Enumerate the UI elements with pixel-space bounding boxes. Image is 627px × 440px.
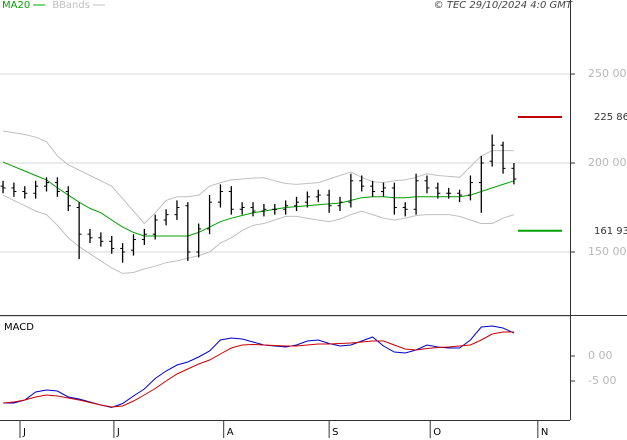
x-tick-label: S xyxy=(332,427,338,438)
legend-label: MA20 xyxy=(2,0,30,11)
macd-line xyxy=(3,325,515,409)
macd-line xyxy=(2,331,514,408)
y-tick-label: 250 00 xyxy=(588,67,627,80)
level-label: 161 93 xyxy=(594,226,627,237)
x-tick-label: O xyxy=(433,427,441,438)
y-tick-label: 200 00 xyxy=(588,156,627,169)
y-tick-label: 150 00 xyxy=(588,245,627,258)
ma-line xyxy=(2,161,515,237)
level-label: 225 86 xyxy=(594,112,627,123)
y-tick-label: -5 00 xyxy=(588,374,616,387)
legend-label: BBands xyxy=(52,0,90,11)
x-tick-label: J xyxy=(22,427,26,438)
x-tick-label: A xyxy=(227,427,234,438)
band-line xyxy=(2,130,514,225)
panel-title: MACD xyxy=(4,322,34,333)
y-tick-label: 0 00 xyxy=(588,349,613,362)
source: © TEC 29/10/2024 4:0 GMT xyxy=(434,0,573,11)
band-line xyxy=(2,194,515,274)
x-tick-label: J xyxy=(116,427,120,438)
x-tick-label: N xyxy=(541,427,548,438)
